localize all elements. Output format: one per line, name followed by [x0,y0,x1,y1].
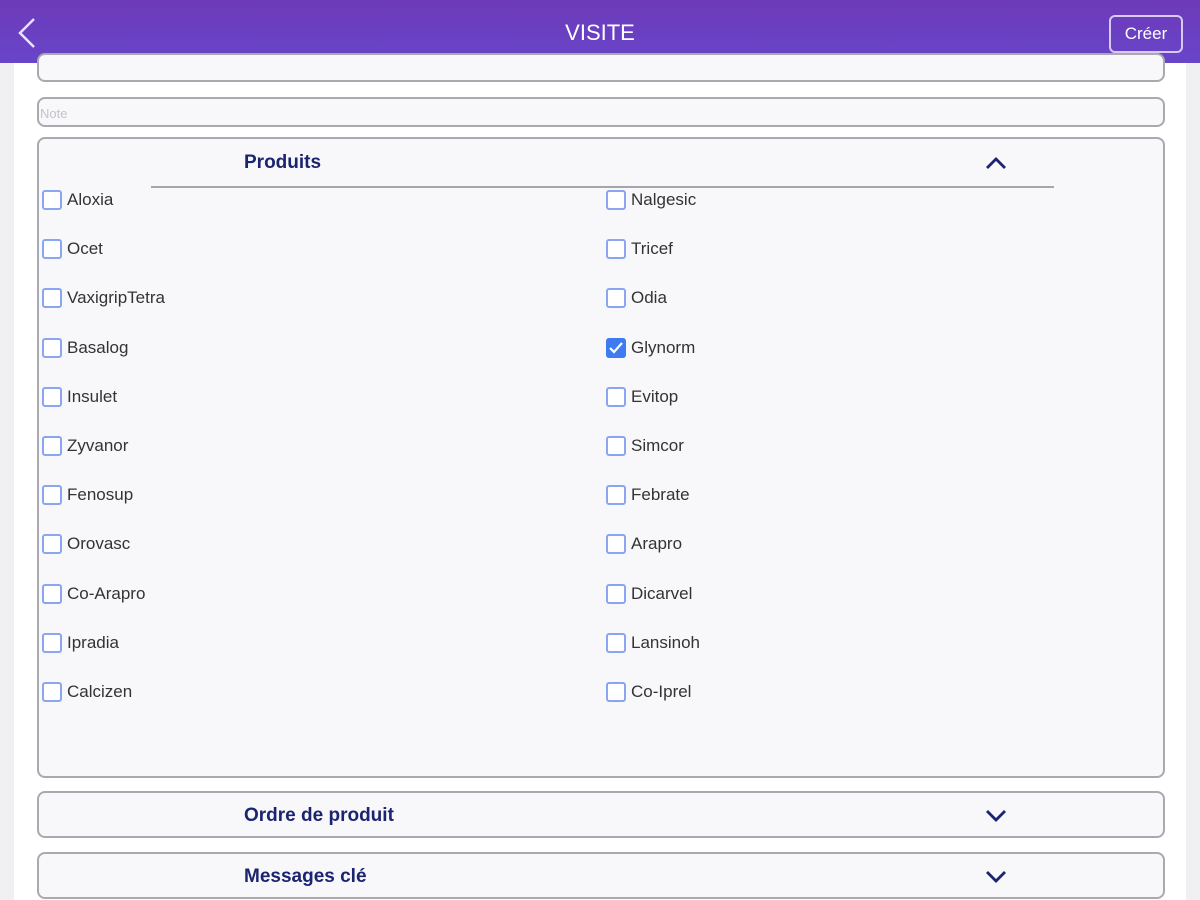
produits-section: Produits Aloxia Ocet VaxigripTetra Basalog I… [37,137,1165,778]
back-chevron-icon[interactable] [14,16,44,50]
checkbox[interactable] [42,583,62,604]
product-checkbox-item[interactable]: Odia [606,288,667,309]
product-label: Odia [631,288,667,308]
checkbox[interactable] [42,337,62,358]
create-button[interactable]: Créer [1109,15,1183,53]
product-checkbox-item[interactable]: VaxigripTetra [42,288,165,309]
checkmark-icon [609,341,623,354]
checkbox[interactable] [606,534,626,555]
product-label: Arapro [631,534,683,554]
section-title: Messages clé [244,866,367,887]
form-content: Note Produits Aloxia Ocet VaxigripTetra Bas… [14,53,1186,900]
product-checkbox-item[interactable]: Glynorm [606,337,696,358]
product-checkbox-item[interactable]: Co-Iprel [606,682,691,702]
product-label: Dicarvel [631,583,693,603]
product-checkbox-item[interactable]: Orovasc [42,534,131,555]
checkbox[interactable] [42,682,62,702]
checkbox[interactable] [42,288,62,309]
product-label: Ipradia [67,632,119,652]
product-checkbox-item[interactable]: Febrate [606,485,690,506]
checkbox[interactable] [42,632,62,653]
product-checkbox-item[interactable]: Ocet [42,239,103,260]
checkbox[interactable] [606,239,626,260]
product-checkbox-item[interactable]: Arapro [606,534,683,555]
checkbox[interactable] [42,386,62,407]
product-label: Tricef [631,239,673,259]
product-label: Orovasc [67,534,131,554]
product-checkbox-item[interactable]: Ipradia [42,632,119,653]
messages-cle-section[interactable]: Messages clé [37,852,1165,899]
product-label: Nalgesic [631,190,697,209]
checkbox[interactable] [42,534,62,555]
product-label: VaxigripTetra [67,288,165,308]
product-checkbox-item[interactable]: Basalog [42,337,129,358]
chevron-down-icon[interactable] [984,808,1008,824]
checkbox[interactable] [606,337,626,358]
checkbox[interactable] [606,632,626,653]
product-checkbox-item[interactable]: Calcizen [42,682,132,702]
checkbox[interactable] [606,682,626,702]
checkbox[interactable] [606,485,626,506]
checkbox[interactable] [42,190,62,210]
product-checkbox-item[interactable]: Tricef [606,239,673,260]
product-checkbox-item[interactable]: Nalgesic [606,190,696,210]
checkbox[interactable] [606,190,626,210]
checkbox[interactable] [42,485,62,506]
product-checkbox-item[interactable]: Evitop [606,386,679,407]
product-label: Glynorm [631,337,696,357]
product-checkbox-item[interactable]: Dicarvel [606,583,693,604]
previous-field[interactable] [37,53,1165,82]
product-checkbox-item[interactable]: Co-Arapro [42,583,146,604]
product-checkbox-item[interactable]: Zyvanor [42,436,128,456]
product-checkbox-item[interactable]: Insulet [42,386,118,407]
product-label: Febrate [631,485,690,505]
product-label: Fenosup [67,485,134,505]
product-label: Basalog [67,337,129,357]
checkbox[interactable] [42,436,62,456]
product-checkbox-item[interactable]: Simcor [606,436,684,456]
product-label: Aloxia [67,190,114,209]
product-label: Evitop [631,386,679,406]
chevron-down-icon[interactable] [984,869,1008,885]
product-label: Lansinoh [631,632,701,652]
product-label: Co-Arapro [67,583,146,603]
checkbox[interactable] [606,288,626,309]
checkbox[interactable] [606,436,626,456]
product-label: Calcizen [67,682,133,701]
product-label: Ocet [67,239,103,259]
product-checkbox-item[interactable]: Fenosup [42,485,134,506]
note-input[interactable]: Note [37,97,1165,127]
product-checkbox-item[interactable]: Aloxia [42,190,113,210]
checkbox[interactable] [606,386,626,407]
product-label: Co-Iprel [631,682,692,701]
checkbox[interactable] [606,583,626,604]
page-title: VISITE [565,20,635,45]
ordre-de-produit-section[interactable]: Ordre de produit [37,791,1165,838]
app-header: VISITE Créer [0,0,1200,63]
product-label: Simcor [631,436,684,455]
section-title: Ordre de produit [244,805,394,826]
produits-title[interactable]: Produits [244,152,322,173]
product-checkbox-item[interactable]: Lansinoh [606,632,701,653]
divider [151,186,1054,188]
product-label: Insulet [67,386,118,406]
product-label: Zyvanor [67,436,129,455]
chevron-up-icon[interactable] [984,155,1008,171]
checkbox[interactable] [42,239,62,260]
